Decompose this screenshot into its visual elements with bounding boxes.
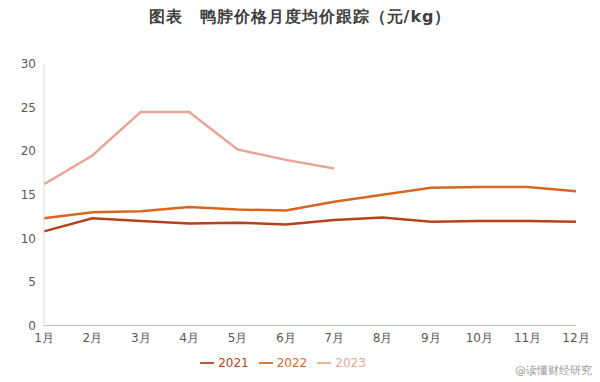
svg-text:10月: 10月 [466, 331, 493, 345]
svg-text:3月: 3月 [131, 331, 151, 345]
svg-text:9月: 9月 [421, 331, 441, 345]
svg-text:25: 25 [21, 101, 36, 115]
svg-text:11月: 11月 [514, 331, 541, 345]
svg-text:30: 30 [21, 57, 36, 71]
svg-text:20: 20 [21, 144, 36, 158]
svg-text:0: 0 [28, 319, 36, 333]
svg-text:4月: 4月 [179, 331, 199, 345]
html-text:2023: 2023 [335, 355, 366, 370]
html-text:图表 鸭脖价格月度均价跟踪（元/kg）: 图表 鸭脖价格月度均价跟踪（元/kg） [148, 7, 452, 26]
svg-text:7月: 7月 [324, 331, 344, 345]
html-text:2021: 2021 [218, 355, 249, 370]
svg-text:12月: 12月 [562, 331, 589, 345]
svg-text:6月: 6月 [276, 331, 296, 345]
svg-text:15: 15 [21, 188, 36, 202]
svg-text:8月: 8月 [373, 331, 393, 345]
svg-text:2月: 2月 [83, 331, 103, 345]
svg-text:5月: 5月 [228, 331, 248, 345]
svg-text:10: 10 [21, 232, 36, 246]
html-text:@读懂财经研究: @读懂财经研究 [515, 364, 592, 377]
svg-text:1月: 1月 [34, 331, 54, 345]
html-text:2022: 2022 [276, 355, 308, 370]
svg-text:5: 5 [28, 275, 36, 289]
